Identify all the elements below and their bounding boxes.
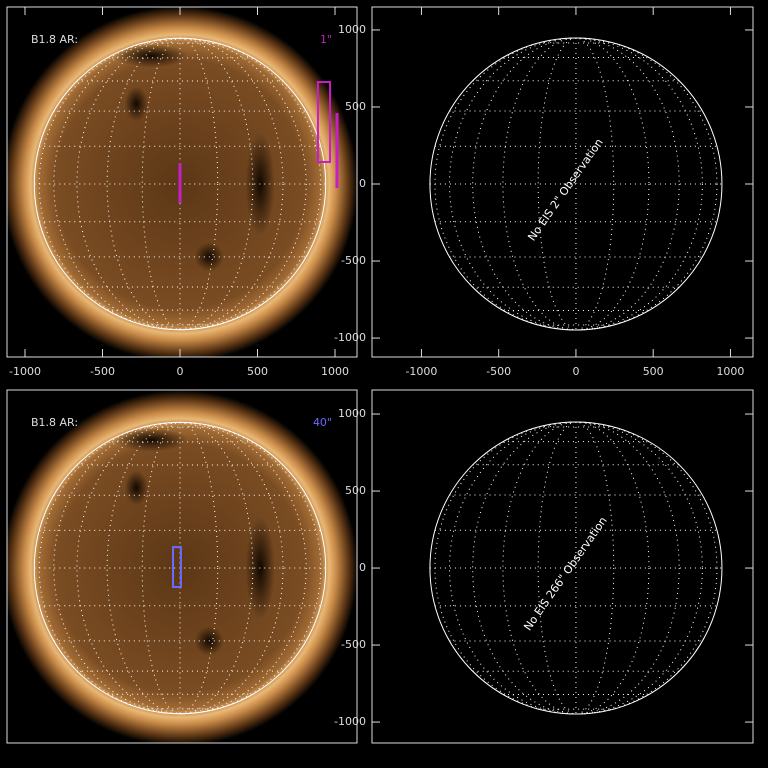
coronal-hole [114, 428, 188, 452]
resolution-label: 40" [313, 416, 332, 429]
plot-area [429, 421, 723, 715]
eis-raster [316, 81, 332, 163]
panel-label: B1.8 AR: [31, 416, 78, 429]
frame [371, 389, 754, 744]
panel: -1000 -500 0 500 1000 No EIS 266" Observation [334, 389, 754, 744]
x-tick-label: -500 [486, 365, 511, 378]
annotation: No EIS 2" Observation [525, 136, 605, 243]
x-tick-label: 500 [643, 365, 664, 378]
meridian [537, 37, 615, 331]
coronal-hole [114, 44, 188, 68]
x-tick-label: 1000 [321, 365, 349, 378]
meridian [434, 37, 718, 331]
meridian [38, 421, 322, 715]
meridian [53, 421, 307, 715]
x-tick-label: 1000 [716, 365, 744, 378]
meridian [106, 421, 254, 715]
frame [6, 6, 358, 358]
y-tick-label: 500 [345, 484, 366, 497]
eis-raster [172, 546, 182, 588]
meridian [53, 37, 307, 331]
meridian [472, 421, 680, 715]
panel-label: B1.8 AR: [31, 33, 78, 46]
x-tick-label: -1000 [9, 365, 41, 378]
sun-image [7, 390, 357, 743]
x-tick-label: 0 [176, 365, 183, 378]
y-tick-label: 0 [359, 561, 366, 574]
coronal-hole [124, 86, 148, 122]
meridian [38, 37, 322, 331]
y-tick-label: 500 [345, 100, 366, 113]
panel: B1.8 AR: 40" [6, 389, 358, 744]
annotation: No EIS 266" Observation [521, 514, 609, 633]
frame [6, 389, 358, 744]
meridian [448, 421, 703, 715]
meridian [472, 37, 680, 331]
panel: -1000 -500 0 500 1000 -1000 -500 0 500 1000 No EIS… [334, 6, 754, 378]
y-tick-label: 1000 [338, 407, 366, 420]
resolution-label: 1" [320, 33, 332, 46]
meridian [76, 421, 284, 715]
y-tick-label: -500 [341, 254, 366, 267]
meridian [76, 37, 284, 331]
sun-image [7, 7, 357, 357]
meridian [448, 37, 703, 331]
meridian [537, 421, 615, 715]
plot-area [429, 37, 723, 331]
y-tick-label: -1000 [334, 331, 366, 344]
frame [371, 6, 754, 358]
coronal-hole [124, 470, 148, 506]
meridian [106, 37, 254, 331]
x-tick-label: 0 [572, 365, 579, 378]
y-tick-label: -500 [341, 638, 366, 651]
panel: -1000 -500 0 500 1000 B1.8 AR: 1" [6, 6, 358, 378]
x-tick-label: -500 [90, 365, 115, 378]
meridian [434, 421, 718, 715]
y-tick-label: -1000 [334, 715, 366, 728]
y-tick-label: 1000 [338, 23, 366, 36]
y-tick-label: 0 [359, 177, 366, 190]
x-tick-label: 500 [247, 365, 268, 378]
x-tick-label: -1000 [405, 365, 437, 378]
